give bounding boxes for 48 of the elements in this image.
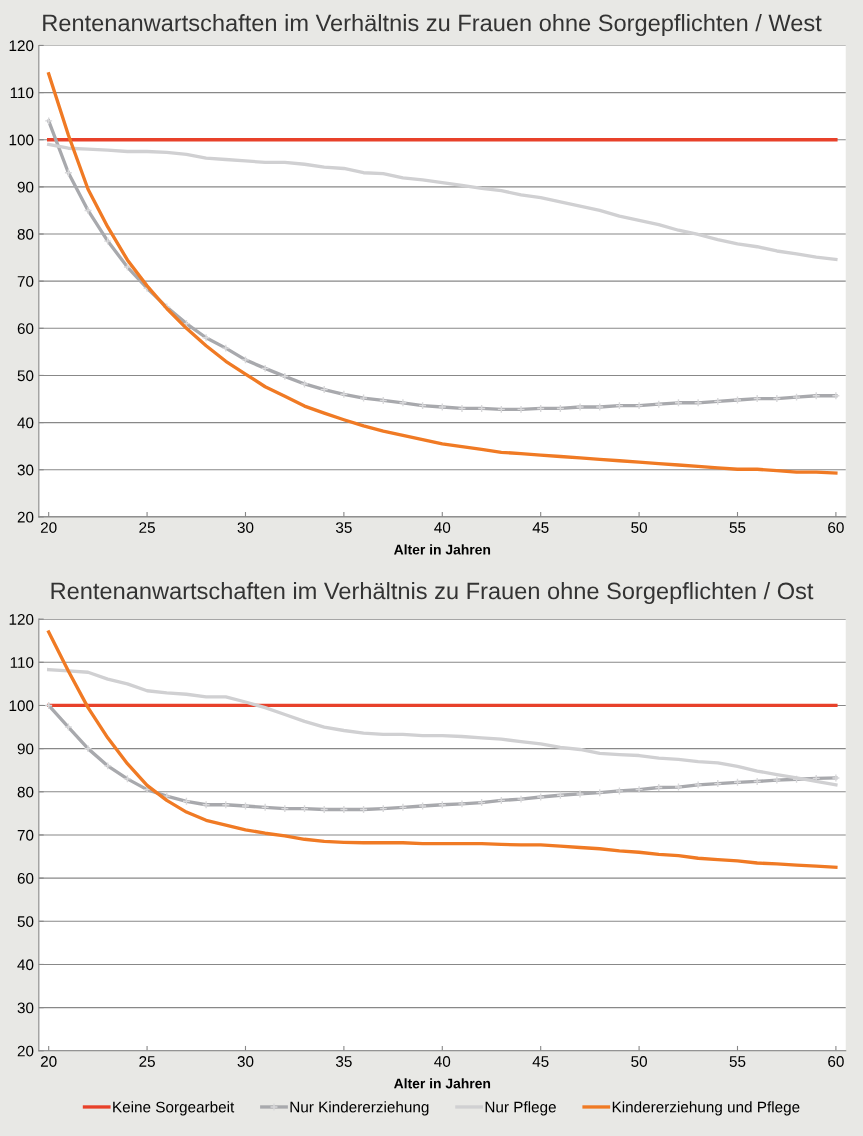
x-axis-title: Alter in Jahren: [394, 1078, 491, 1089]
y-tick-label: 40: [17, 959, 34, 971]
y-tick-label: 30: [17, 464, 34, 476]
x-tick-label: 25: [139, 1056, 155, 1067]
x-tick-label: 35: [335, 1056, 352, 1067]
y-tick-label: 100: [9, 134, 34, 146]
y-tick-label: 50: [17, 370, 34, 382]
chart-title: Rentenanwartschaften im Verhältnis zu Frauen ohne Sorgepflichten / West: [43, 13, 822, 36]
x-tick-label: 20: [40, 522, 57, 533]
y-tick-label: 100: [9, 700, 34, 712]
legend-label: Kindererziehung und Pflege: [612, 1101, 800, 1116]
y-tick-label: 40: [17, 417, 34, 429]
x-tick-label: 20: [40, 1056, 57, 1067]
legend-label: Nur Pflege: [485, 1101, 556, 1116]
y-tick-label: 50: [17, 916, 34, 927]
y-tick-label: 70: [17, 276, 34, 287]
legend-label: Nur Kindererziehung: [290, 1101, 429, 1116]
legend-label: Keine Sorgearbeit: [113, 1101, 235, 1116]
x-tick-label: 30: [237, 522, 254, 533]
y-tick-label: 110: [10, 87, 34, 99]
y-tick-label: 120: [9, 613, 34, 625]
y-tick-label: 60: [17, 323, 34, 334]
y-tick-label: 60: [17, 873, 34, 884]
x-tick-label: 40: [434, 1056, 451, 1067]
x-tick-label: 50: [631, 522, 647, 533]
x-tick-label: 55: [729, 1056, 746, 1067]
x-tick-label: 30: [237, 1056, 254, 1067]
x-tick-label: 45: [532, 522, 549, 533]
x-axis-title: Alter in Jahren: [394, 544, 491, 555]
y-tick-label: 20: [17, 511, 34, 523]
x-tick-label: 55: [729, 522, 746, 533]
y-tick-label: 70: [17, 829, 34, 841]
x-tick-label: 60: [828, 1056, 844, 1067]
y-tick-label: 90: [17, 181, 34, 193]
chart-title: Rentenanwartschaften im Verhältnis zu Frauen ohne Sorgepflichten / Ost: [51, 581, 814, 604]
x-tick-label: 25: [139, 522, 155, 533]
y-tick-label: 120: [9, 40, 34, 52]
y-tick-label: 80: [17, 786, 34, 798]
x-tick-label: 50: [631, 1056, 647, 1067]
x-tick-label: 35: [335, 522, 352, 533]
x-tick-label: 60: [828, 522, 844, 533]
x-tick-label: 40: [434, 522, 451, 533]
y-tick-label: 110: [10, 657, 34, 668]
y-tick-label: 20: [17, 1045, 34, 1057]
y-tick-label: 90: [17, 743, 34, 755]
y-tick-label: 80: [17, 228, 34, 240]
y-tick-label: 30: [17, 1002, 34, 1014]
x-tick-label: 45: [532, 1056, 549, 1067]
